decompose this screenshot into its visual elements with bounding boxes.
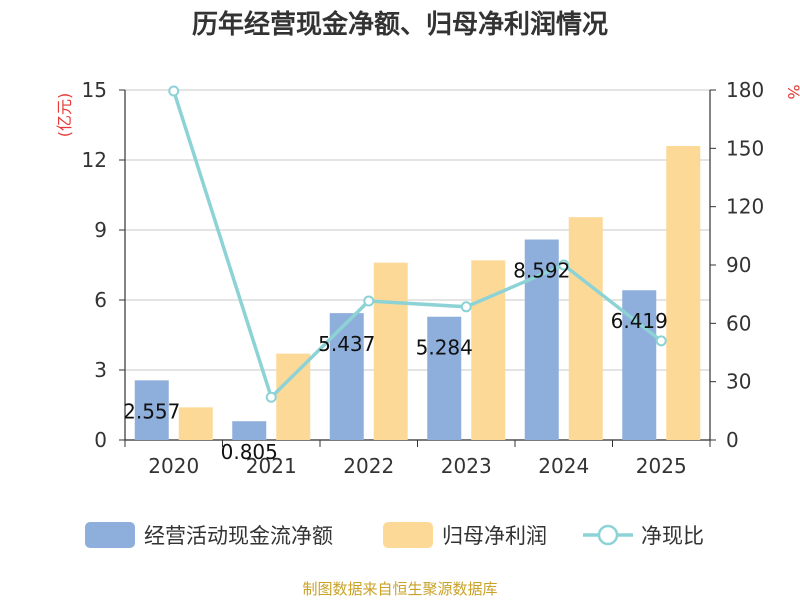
data-label-cash-flow: 0.805 [221, 440, 278, 464]
legend: 经营活动现金流净额 归母净利润 净现比 [85, 522, 704, 548]
data-label-cash-flow: 6.419 [611, 309, 668, 333]
data-label-cash-flow: 8.592 [513, 259, 570, 283]
x-tick-label: 2025 [636, 454, 687, 478]
right-tick-label: 120 [726, 195, 764, 219]
right-tick-label: 90 [726, 253, 751, 277]
bar-cash-flow [427, 316, 462, 440]
legend-label-cash-flow: 经营活动现金流净额 [144, 524, 333, 548]
x-tick-label: 2024 [538, 454, 589, 478]
bar-net-profit [276, 353, 311, 440]
source-note: 制图数据来自恒生聚源数据库 [302, 580, 498, 598]
left-tick-label: 12 [82, 148, 107, 172]
right-tick-label: 180 [726, 78, 764, 102]
ratio-point [655, 335, 667, 347]
x-tick-label: 2021 [246, 454, 297, 478]
right-tick-label: 0 [726, 428, 739, 452]
bar-net-profit [471, 260, 506, 440]
ratio-point [265, 391, 277, 403]
legend-swatch-net-profit [383, 522, 433, 548]
bar-net-profit [373, 262, 408, 440]
legend-swatch-cash-flow [85, 522, 135, 548]
legend-marker-ratio [597, 524, 619, 546]
data-labels: 2.557 0.805 5.437 5.284 8.592 6.419 [123, 259, 668, 465]
left-tick-label: 0 [94, 428, 107, 452]
ratio-point [168, 85, 180, 97]
left-tick-label: 6 [94, 288, 107, 312]
bars [134, 146, 701, 440]
x-tick-label: 2020 [148, 454, 199, 478]
left-tick-label: 3 [94, 358, 107, 382]
bar-net-profit [178, 407, 213, 440]
left-axis-unit: (亿元) [55, 93, 74, 138]
x-tick-label: 2023 [441, 454, 492, 478]
left-tick-label: 15 [82, 78, 107, 102]
data-label-cash-flow: 5.437 [318, 332, 375, 356]
axes: 036912150306090120150180(亿元)%20202021202… [55, 78, 800, 478]
bar-cash-flow [134, 380, 169, 440]
ratio-line-path [172, 90, 663, 401]
bar-net-profit [666, 146, 701, 440]
legend-label-ratio: 净现比 [641, 524, 704, 548]
bar-net-profit [568, 217, 603, 440]
right-axis-unit: % [784, 84, 800, 99]
left-tick-label: 9 [94, 218, 107, 242]
right-tick-label: 150 [726, 136, 764, 160]
x-tick-label: 2022 [343, 454, 394, 478]
right-tick-label: 60 [726, 311, 751, 335]
data-label-cash-flow: 2.557 [123, 399, 180, 423]
bar-cash-flow [232, 421, 267, 440]
ratio-point [558, 259, 570, 271]
chart-title: 历年经营现金净额、归母净利润情况 [191, 10, 608, 40]
ratio-line [168, 85, 667, 403]
ratio-point [460, 301, 472, 313]
data-label-cash-flow: 5.284 [416, 336, 473, 360]
ratio-point [363, 295, 375, 307]
legend-label-net-profit: 归母净利润 [442, 524, 547, 548]
right-tick-label: 30 [726, 370, 751, 394]
